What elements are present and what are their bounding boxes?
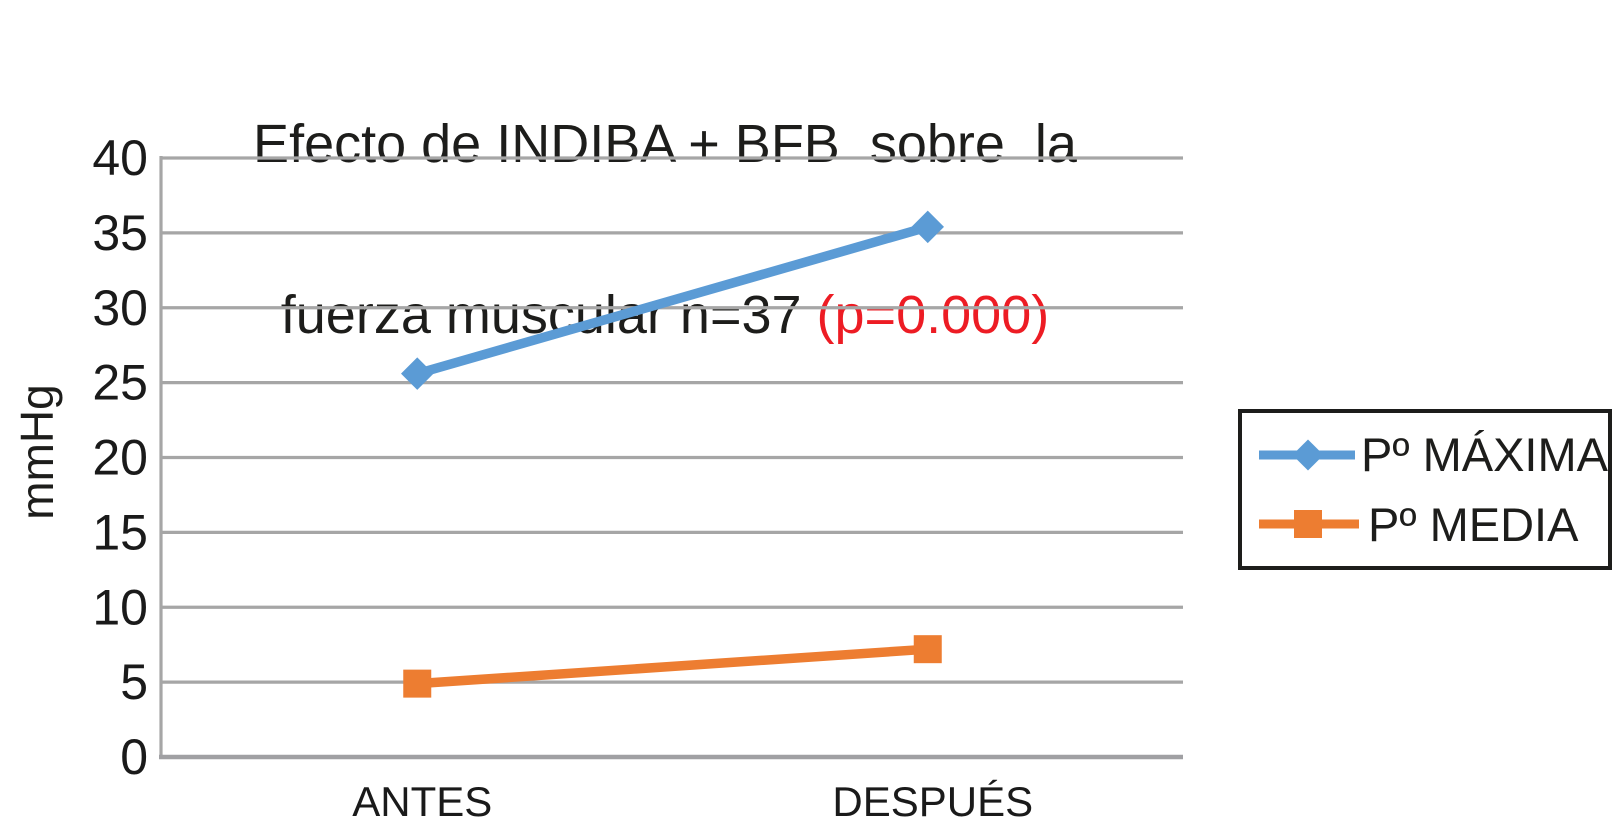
legend-label: Pº MÁXIMA (1361, 428, 1608, 482)
data-point-square-marker (403, 669, 432, 698)
legend-entry-maxima: Pº MÁXIMA (1256, 427, 1608, 482)
y-tick-label-5: 5 (120, 654, 148, 710)
data-point-diamond-marker (400, 357, 434, 390)
y-tick-label-20: 20 (92, 430, 148, 486)
y-tick-label-15: 15 (92, 504, 148, 560)
series-line-diamond (415, 222, 930, 379)
legend-diamond-marker-icon (1259, 439, 1356, 471)
legend-square-marker-icon (1259, 510, 1359, 539)
p-value-text: (p=0.000) (816, 285, 1050, 345)
chart-title-line1: Efecto de INDIBA + BFB sobre la (253, 114, 1077, 174)
y-tick-label-40: 40 (92, 130, 148, 186)
y-tick-label-0: 0 (120, 729, 148, 785)
legend: Pº MÁXIMA Pº MEDIA (1238, 409, 1612, 570)
legend-label: Pº MEDIA (1368, 497, 1579, 551)
y-tick-label-25: 25 (92, 355, 148, 411)
y-tick-label-10: 10 (92, 579, 148, 635)
data-point-diamond-marker (911, 210, 945, 244)
y-tick-label-35: 35 (92, 205, 148, 261)
chart-title: Efecto de INDIBA + BFB sobre la fuerza m… (0, 2, 1330, 458)
series-line-square (416, 644, 929, 689)
data-point-square-marker (913, 635, 942, 664)
x-category-label: ANTES (352, 778, 492, 825)
y-tick-label-30: 30 (92, 280, 148, 336)
legend-entry-media: Pº MEDIA (1256, 497, 1608, 552)
x-category-label: DESPUÉS (832, 778, 1033, 825)
